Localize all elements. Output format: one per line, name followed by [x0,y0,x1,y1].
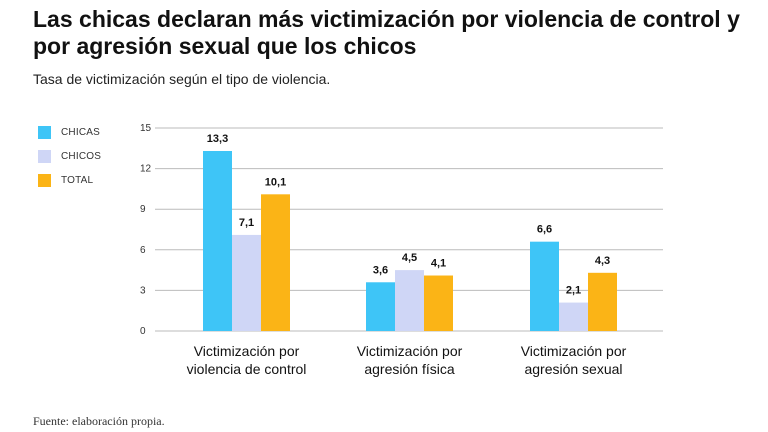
data-label-chicas-1: 3,6 [373,264,388,276]
category-label-1-line-1: agresión física [364,361,454,377]
bar-total-2 [588,272,617,331]
legend-item-chicos: CHICOS [38,150,101,163]
y-tick-label-4: 12 [140,164,152,175]
bar-chicos-1 [395,270,424,331]
data-label-chicos-2: 2,1 [566,285,581,297]
legend-item-chicas: CHICAS [38,126,101,139]
legend-label-chicas: CHICAS [61,127,100,138]
bar-chicas-1 [366,282,395,331]
legend-label-chicos: CHICOS [61,151,102,162]
y-tick-label-0: 0 [140,326,146,337]
data-label-total-0: 10,1 [265,176,286,188]
data-label-chicas-0: 13,3 [207,133,228,145]
chart-subtitle: Tasa de victimización según el tipo de v… [33,71,331,87]
data-label-chicos-1: 4,5 [402,252,417,264]
category-label-1-line-0: Victimización por [357,343,463,359]
y-tick-label-1: 3 [140,285,146,296]
y-tick-label-5: 15 [140,123,152,134]
data-label-total-1: 4,1 [431,258,446,270]
bar-chicos-0 [232,234,261,331]
bar-chicas-2 [530,241,559,331]
category-label-0-line-1: violencia de control [187,361,307,377]
source-note: Fuente: elaboración propia. [33,414,165,428]
category-label-0-line-0: Victimización por [194,343,300,359]
bar-total-0 [261,194,290,331]
chart-title: Las chicas declaran más victimización po… [33,6,740,59]
legend: CHICAS CHICOS TOTAL [38,126,101,198]
legend-item-total: TOTAL [38,174,101,187]
legend-swatch-chicas [38,126,51,139]
legend-swatch-total [38,174,51,187]
bar-chicos-2 [559,302,588,331]
data-label-total-2: 4,3 [595,255,610,267]
data-label-chicas-2: 6,6 [537,224,552,236]
bar-chicas-0 [203,151,232,331]
y-tick-label-3: 9 [140,204,146,215]
category-label-2-line-0: Victimización por [521,343,627,359]
legend-swatch-chicos [38,150,51,163]
category-label-2-line-1: agresión sexual [524,361,622,377]
bar-total-1 [424,275,453,331]
y-tick-label-2: 6 [140,245,146,256]
legend-label-total: TOTAL [61,175,94,186]
data-label-chicos-0: 7,1 [239,217,254,229]
